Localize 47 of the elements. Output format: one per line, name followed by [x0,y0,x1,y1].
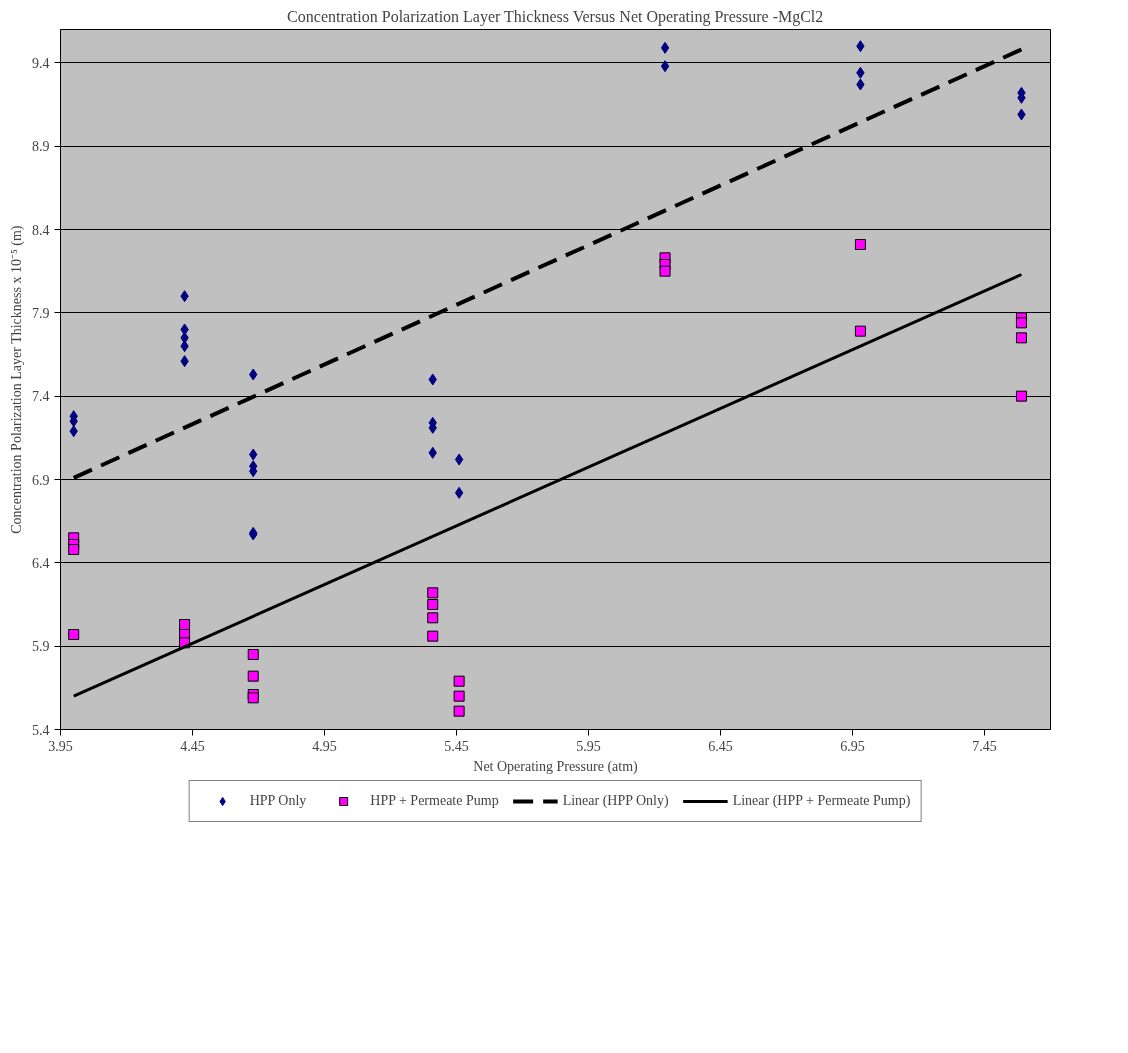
x-tick-label: 4.95 [312,738,337,754]
point [660,41,670,54]
y-tick-label: 7.9 [32,305,50,321]
point [454,453,464,466]
point [453,690,465,702]
point [660,60,670,73]
y-tick-label: 8.9 [32,139,50,155]
point [427,599,439,610]
point [854,325,866,337]
x-axis-title: Net Operating Pressure (atm) [473,758,639,775]
x-tick-label: 5.95 [576,738,601,754]
point [1015,332,1027,344]
point [453,705,465,717]
point [68,544,80,555]
legend-label: HPP + Permeate Pump [370,793,499,809]
point [854,239,866,250]
x-tick-label: 4.45 [180,738,205,754]
y-axis-title: Concentration Polarization Layer Thickness x 10⁻⁵ (m) [9,225,25,534]
point [247,692,259,704]
x-tick-label: 7.45 [972,738,997,754]
legend-label: HPP Only [249,793,307,809]
point [68,629,80,640]
y-tick-label: 5.4 [32,722,50,738]
chart-title: Concentration Polarization Layer Thickness Versus Net Operating Pressure -MgCl2 [287,7,824,26]
legend-label: Linear (HPP Only) [562,793,669,809]
point [659,265,671,277]
point [247,670,259,682]
point [247,649,259,660]
point [454,486,464,499]
point [1015,390,1027,402]
y-tick-label: 7.4 [32,389,50,405]
point [453,675,465,687]
x-tick-label: 5.45 [444,738,469,754]
point [427,587,439,599]
x-tick-label: 6.95 [840,738,865,754]
legend-label: Linear (HPP + Permeate Pump) [732,793,911,809]
y-tick-label: 8.4 [32,222,50,238]
point [427,630,439,642]
x-tick-label: 6.45 [708,738,733,754]
y-tick-label: 5.9 [32,639,50,655]
y-tick-label: 6.4 [32,555,50,571]
y-tick-label: 9.4 [32,55,50,71]
point [179,619,191,630]
y-tick-label: 6.9 [32,472,50,488]
point [1015,317,1027,329]
x-tick-label: 3.95 [48,738,73,754]
point [427,612,439,624]
